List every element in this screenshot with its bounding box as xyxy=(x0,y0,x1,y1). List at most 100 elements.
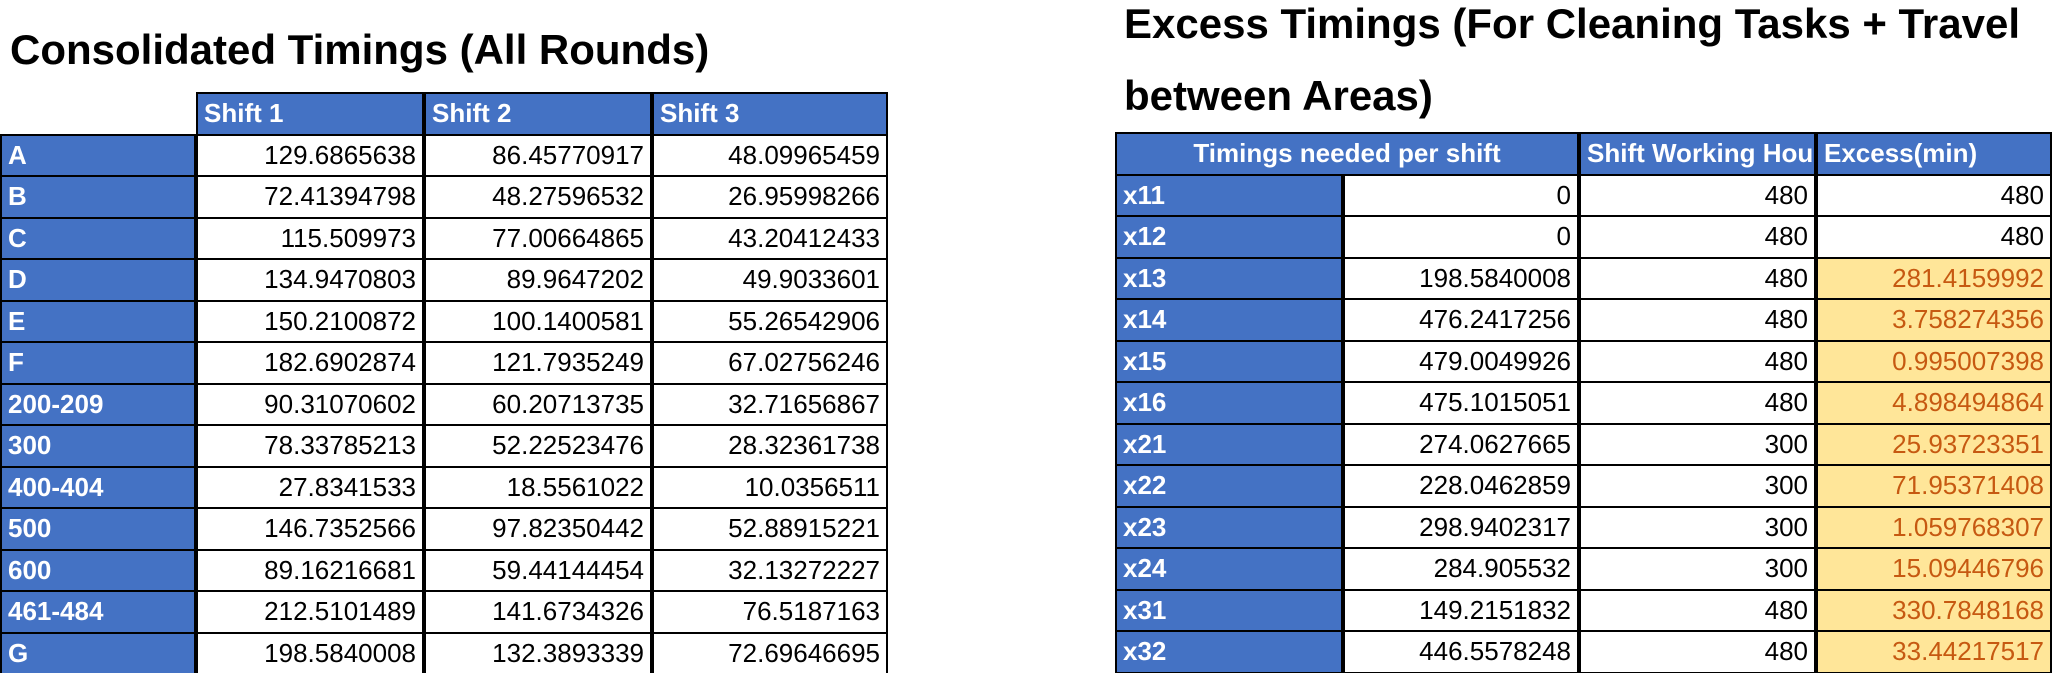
left-title: Consolidated Timings (All Rounds) xyxy=(10,26,710,73)
table-cell: 27.8341533 xyxy=(196,465,424,509)
table-cell: 76.5187163 xyxy=(652,590,888,634)
table-cell: 55.26542906 xyxy=(652,299,888,343)
row-label: x32 xyxy=(1115,630,1343,673)
table-cell: 0 xyxy=(1343,215,1579,259)
table-cell: 198.5840008 xyxy=(1343,256,1579,300)
row-label: x14 xyxy=(1115,298,1343,342)
table-cell: 480 xyxy=(1579,588,1816,632)
table-cell: 132.3893339 xyxy=(424,631,652,673)
table-cell: 150.2100872 xyxy=(196,299,424,343)
table-cell: 18.5561022 xyxy=(424,465,652,509)
row-label: x11 xyxy=(1115,173,1343,217)
table-cell: 67.02756246 xyxy=(652,341,888,385)
table-cell: 480 xyxy=(1579,298,1816,342)
table-cell: 300 xyxy=(1579,505,1816,549)
table-cell: 48.27596532 xyxy=(424,175,652,219)
row-label: E xyxy=(0,299,196,343)
table-cell: 475.1015051 xyxy=(1343,381,1579,425)
table-cell: 300 xyxy=(1579,547,1816,591)
row-label: 200-209 xyxy=(0,382,196,426)
row-label: 500 xyxy=(0,507,196,551)
table-cell: 15.09446796 xyxy=(1816,547,2052,591)
table-cell: 4.898494864 xyxy=(1816,381,2052,425)
row-label: x16 xyxy=(1115,381,1343,425)
table-cell: 26.95998266 xyxy=(652,175,888,219)
table-cell: 134.9470803 xyxy=(196,258,424,302)
table-cell: 298.9402317 xyxy=(1343,505,1579,549)
table-cell: 78.33785213 xyxy=(196,424,424,468)
table-cell: 72.69646695 xyxy=(652,631,888,673)
row-label: 400-404 xyxy=(0,465,196,509)
table-cell: 52.88915221 xyxy=(652,507,888,551)
row-label: x22 xyxy=(1115,464,1343,508)
table-cell: 90.31070602 xyxy=(196,382,424,426)
right-title: Excess Timings (For Cleaning Tasks + Tra… xyxy=(1124,0,2020,119)
table-cell: 48.09965459 xyxy=(652,133,888,177)
column-header: Shift 1 xyxy=(196,92,424,136)
table-cell: 3.758274356 xyxy=(1816,298,2052,342)
table-cell: 10.0356511 xyxy=(652,465,888,509)
table-cell: 32.13272227 xyxy=(652,548,888,592)
row-label: 461-484 xyxy=(0,590,196,634)
table-cell: 77.00664865 xyxy=(424,216,652,260)
table-cell: 71.95371408 xyxy=(1816,464,2052,508)
table-cell: 97.82350442 xyxy=(424,507,652,551)
table-cell: 89.9647202 xyxy=(424,258,652,302)
table-cell: 60.20713735 xyxy=(424,382,652,426)
table-cell: 480 xyxy=(1579,381,1816,425)
row-label: x12 xyxy=(1115,215,1343,259)
table-cell: 0.995007398 xyxy=(1816,339,2052,383)
table-cell: 28.32361738 xyxy=(652,424,888,468)
table-cell: 480 xyxy=(1579,173,1816,217)
column-header: Shift 3 xyxy=(652,92,888,136)
column-header: Timings needed per shift xyxy=(1115,132,1579,176)
table-cell: 49.9033601 xyxy=(652,258,888,302)
table-cell: 300 xyxy=(1579,422,1816,466)
table-cell: 129.6865638 xyxy=(196,133,424,177)
row-label: F xyxy=(0,341,196,385)
table-cell: 446.5578248 xyxy=(1343,630,1579,673)
table-cell: 149.2151832 xyxy=(1343,588,1579,632)
table-cell: 198.5840008 xyxy=(196,631,424,673)
table-cell: 0 xyxy=(1343,173,1579,217)
table-cell: 479.0049926 xyxy=(1343,339,1579,383)
row-label: 600 xyxy=(0,548,196,592)
row-label: x15 xyxy=(1115,339,1343,383)
table-cell: 330.7848168 xyxy=(1816,588,2052,632)
row-label: 300 xyxy=(0,424,196,468)
table-cell: 300 xyxy=(1579,464,1816,508)
column-header: Shift 2 xyxy=(424,92,652,136)
table-cell: 281.4159992 xyxy=(1816,256,2052,300)
row-label: x24 xyxy=(1115,547,1343,591)
table-cell: 43.20412433 xyxy=(652,216,888,260)
row-label: D xyxy=(0,258,196,302)
column-header: Shift Working Hours xyxy=(1579,132,1816,176)
row-label: x13 xyxy=(1115,256,1343,300)
row-label: A xyxy=(0,133,196,177)
table-cell: 141.6734326 xyxy=(424,590,652,634)
table-cell: 480 xyxy=(1579,630,1816,673)
table-cell: 59.44144454 xyxy=(424,548,652,592)
table-cell: 476.2417256 xyxy=(1343,298,1579,342)
table-cell: 228.0462859 xyxy=(1343,464,1579,508)
table-cell: 86.45770917 xyxy=(424,133,652,177)
table-cell: 121.7935249 xyxy=(424,341,652,385)
row-label: B xyxy=(0,175,196,219)
table-cell: 480 xyxy=(1816,215,2052,259)
table-cell: 480 xyxy=(1579,256,1816,300)
table-cell: 284.905532 xyxy=(1343,547,1579,591)
table-cell: 100.1400581 xyxy=(424,299,652,343)
row-label: G xyxy=(0,631,196,673)
table-cell: 274.0627665 xyxy=(1343,422,1579,466)
table-cell: 33.44217517 xyxy=(1816,630,2052,673)
row-label: x31 xyxy=(1115,588,1343,632)
table-cell: 480 xyxy=(1579,339,1816,383)
table-cell: 146.7352566 xyxy=(196,507,424,551)
row-label: x23 xyxy=(1115,505,1343,549)
row-label: C xyxy=(0,216,196,260)
column-header: Excess(min) xyxy=(1816,132,2052,176)
table-cell: 89.16216681 xyxy=(196,548,424,592)
table-cell: 212.5101489 xyxy=(196,590,424,634)
table-cell: 115.509973 xyxy=(196,216,424,260)
